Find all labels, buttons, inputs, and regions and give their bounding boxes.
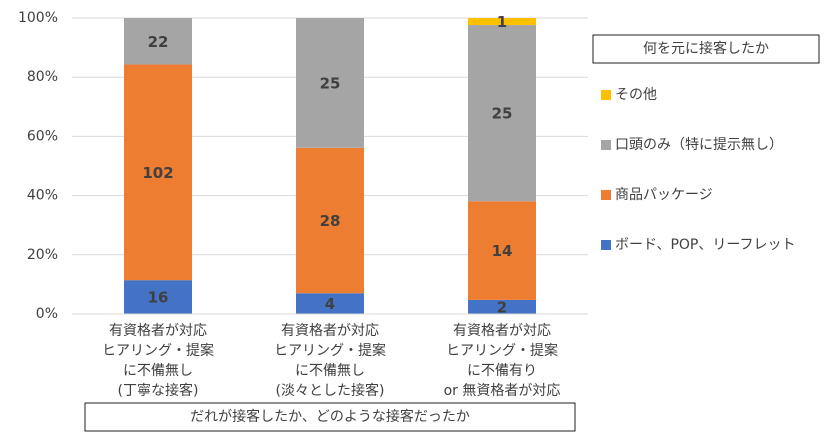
data-label: 28 (320, 212, 341, 230)
x-tick-label: 有資格者が対応 (453, 323, 551, 339)
x-tick-label: (丁寧な接客) (118, 382, 199, 399)
x-tick-label: 有資格者が対応 (109, 323, 207, 339)
legend-title-box (592, 34, 820, 64)
x-tick-label: に不備無し (295, 363, 365, 379)
bar-segment (468, 201, 536, 300)
data-label: 2 (497, 298, 507, 316)
legend-label: その他 (615, 87, 657, 103)
x-title-box (84, 402, 576, 432)
x-tick-label: ヒアリング・提案 (274, 342, 386, 359)
bar-segment (124, 64, 192, 281)
data-label: 102 (142, 164, 173, 182)
legend-title: 何を元に接客したか (643, 40, 769, 57)
x-tick-label: に不備無し (123, 363, 193, 379)
bar-segment (296, 18, 364, 148)
legend-label: 口頭のみ（特に提示無し） (615, 137, 783, 153)
bar-segment (468, 299, 536, 314)
legend-swatch (601, 240, 611, 250)
data-label: 16 (148, 289, 169, 307)
legend-swatch (601, 90, 611, 100)
bar-segment (124, 18, 192, 65)
y-tick-label: 0% (36, 306, 58, 322)
y-tick-label: 60% (27, 128, 58, 144)
bar-segment (296, 147, 364, 294)
y-tick-label: 80% (27, 69, 58, 85)
x-tick-label: (淡々とした接客) (276, 382, 385, 399)
legend-swatch (601, 140, 611, 150)
x-tick-label: or 無資格者が対応 (444, 383, 561, 399)
data-label: 25 (320, 74, 341, 92)
legend-label: ボード、POP、リーフレット (615, 237, 796, 253)
y-tick-label: 100% (18, 10, 58, 26)
legend-label: 商品パッケージ (615, 187, 713, 203)
bar-segment (296, 293, 364, 314)
y-tick-label: 20% (27, 247, 58, 263)
data-label: 1 (497, 13, 507, 31)
data-label: 25 (492, 105, 513, 123)
data-label: 22 (148, 33, 169, 51)
x-tick-label: 有資格者が対応 (281, 323, 379, 339)
x-tick-label: に不備有り (467, 363, 537, 379)
x-tick-label: ヒアリング・提案 (446, 342, 558, 359)
x-axis-title: だれが接客したか、どのような接客だったか (190, 408, 470, 425)
x-tick-label: ヒアリング・提案 (102, 342, 214, 359)
data-label: 4 (325, 295, 335, 313)
y-tick-label: 40% (27, 188, 58, 204)
data-label: 14 (492, 242, 513, 260)
bar-segment (124, 280, 192, 314)
bar-segment (468, 18, 536, 26)
bar-segment (468, 25, 536, 202)
legend-swatch (601, 190, 611, 200)
